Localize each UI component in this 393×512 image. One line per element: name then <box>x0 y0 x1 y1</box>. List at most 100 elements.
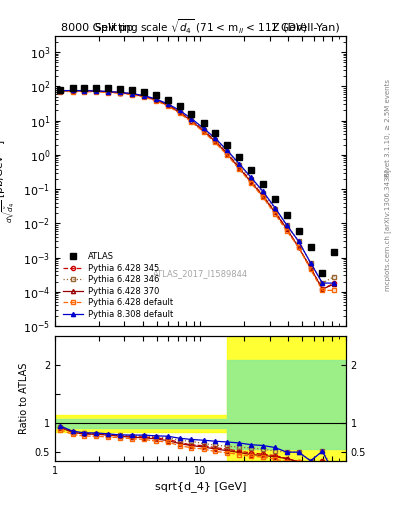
Pythia 6.428 346 <box>82 88 87 94</box>
Pythia 8.308 default <box>213 135 217 141</box>
Line: Pythia 6.428 345: Pythia 6.428 345 <box>59 89 336 291</box>
ATLAS <box>165 97 170 103</box>
Pythia 6.428 default <box>272 211 277 217</box>
ATLAS <box>237 154 241 160</box>
Pythia 6.428 346 <box>141 93 146 99</box>
Pythia 8.308 default <box>320 280 325 286</box>
Pythia 8.308 default <box>177 108 182 114</box>
ATLAS <box>189 111 194 117</box>
Pythia 6.428 default <box>130 92 134 98</box>
Pythia 6.428 345 <box>189 118 194 124</box>
Pythia 6.428 370 <box>82 88 87 94</box>
Pythia 8.308 default <box>332 280 337 286</box>
Pythia 6.428 default <box>189 119 194 125</box>
Pythia 6.428 345 <box>94 88 99 94</box>
Pythia 6.428 370 <box>106 89 110 95</box>
Legend: ATLAS, Pythia 6.428 345, Pythia 6.428 346, Pythia 6.428 370, Pythia 6.428 defaul: ATLAS, Pythia 6.428 345, Pythia 6.428 34… <box>59 249 176 322</box>
Pythia 6.428 345 <box>213 138 217 144</box>
ATLAS <box>58 87 63 93</box>
Pythia 8.308 default <box>225 147 230 154</box>
Pythia 6.428 370 <box>261 193 265 199</box>
Pythia 6.428 default <box>237 166 241 172</box>
Pythia 6.428 345 <box>118 90 122 96</box>
Pythia 8.308 default <box>130 91 134 97</box>
Pythia 6.428 370 <box>141 93 146 99</box>
Pythia 6.428 default <box>94 89 99 95</box>
Pythia 6.428 346 <box>70 88 75 94</box>
Pythia 6.428 default <box>213 139 217 145</box>
Pythia 6.428 345 <box>70 88 75 94</box>
Pythia 6.428 default <box>249 180 253 186</box>
Pythia 6.428 370 <box>225 151 230 157</box>
Pythia 6.428 345 <box>308 265 313 271</box>
Title: Splitting scale $\sqrt{d_4}$ (71 < m$_{ll}$ < 111 GeV): Splitting scale $\sqrt{d_4}$ (71 < m$_{l… <box>94 17 307 36</box>
ATLAS <box>225 141 230 147</box>
Pythia 6.428 default <box>177 110 182 116</box>
ATLAS <box>296 228 301 234</box>
Pythia 8.308 default <box>189 116 194 122</box>
Pythia 6.428 345 <box>177 109 182 115</box>
Pythia 6.428 346 <box>213 137 217 143</box>
Line: Pythia 6.428 370: Pythia 6.428 370 <box>59 89 336 291</box>
Text: Z (Drell-Yan): Z (Drell-Yan) <box>272 23 340 33</box>
Pythia 6.428 345 <box>201 127 206 134</box>
Pythia 6.428 346 <box>320 280 325 286</box>
ATLAS <box>118 86 122 92</box>
Pythia 6.428 370 <box>272 209 277 216</box>
Pythia 6.428 346 <box>285 222 289 228</box>
Line: Pythia 6.428 346: Pythia 6.428 346 <box>59 89 336 285</box>
Pythia 8.308 default <box>106 89 110 95</box>
Pythia 6.428 370 <box>153 97 158 103</box>
Pythia 8.308 default <box>296 238 301 244</box>
Pythia 6.428 default <box>296 244 301 250</box>
Y-axis label: Ratio to ATLAS: Ratio to ATLAS <box>19 363 29 434</box>
Text: Rivet 3.1.10, ≥ 2.5M events: Rivet 3.1.10, ≥ 2.5M events <box>385 79 391 177</box>
Pythia 6.428 370 <box>165 102 170 109</box>
Pythia 6.428 370 <box>70 88 75 94</box>
Pythia 6.428 346 <box>58 88 63 94</box>
Pythia 6.428 370 <box>58 88 63 94</box>
Pythia 6.428 346 <box>106 89 110 95</box>
Pythia 6.428 346 <box>165 101 170 108</box>
Pythia 6.428 346 <box>189 116 194 122</box>
ATLAS <box>82 85 87 91</box>
Pythia 6.428 345 <box>249 178 253 184</box>
Pythia 6.428 345 <box>320 286 325 292</box>
Pythia 8.308 default <box>70 88 75 94</box>
Pythia 6.428 default <box>225 152 230 158</box>
ATLAS <box>308 244 313 250</box>
ATLAS <box>249 167 253 174</box>
Pythia 6.428 346 <box>296 238 301 244</box>
ATLAS <box>177 103 182 109</box>
Text: 8000 GeV pp: 8000 GeV pp <box>61 23 133 33</box>
Pythia 6.428 345 <box>106 89 110 95</box>
Pythia 6.428 default <box>153 98 158 104</box>
Pythia 6.428 370 <box>320 286 325 292</box>
Pythia 6.428 default <box>320 287 325 293</box>
Pythia 6.428 default <box>70 89 75 95</box>
Pythia 8.308 default <box>141 93 146 99</box>
Pythia 6.428 346 <box>237 162 241 168</box>
ATLAS <box>153 92 158 98</box>
Pythia 6.428 370 <box>332 281 337 287</box>
ATLAS <box>201 120 206 126</box>
Pythia 6.428 default <box>118 90 122 96</box>
Pythia 6.428 346 <box>261 190 265 196</box>
Pythia 8.308 default <box>201 125 206 131</box>
Pythia 6.428 370 <box>296 244 301 250</box>
Pythia 8.308 default <box>94 88 99 94</box>
Pythia 6.428 370 <box>189 118 194 124</box>
Pythia 6.428 345 <box>225 151 230 157</box>
Pythia 6.428 370 <box>94 88 99 94</box>
Line: Pythia 6.428 default: Pythia 6.428 default <box>59 90 336 292</box>
Pythia 6.428 default <box>285 228 289 234</box>
Pythia 6.428 345 <box>237 164 241 170</box>
Pythia 6.428 346 <box>332 273 337 280</box>
Pythia 6.428 default <box>308 266 313 272</box>
Y-axis label: $\frac{d\sigma}{d\sqrt{\tilde{d}_4}}$ [pb,GeV$^{-1}$]: $\frac{d\sigma}{d\sqrt{\tilde{d}_4}}$ [p… <box>0 139 17 223</box>
ATLAS <box>213 130 217 136</box>
Pythia 8.308 default <box>118 89 122 95</box>
Pythia 8.308 default <box>82 88 87 94</box>
Text: mcplots.cern.ch [arXiv:1306.3436]: mcplots.cern.ch [arXiv:1306.3436] <box>384 169 391 291</box>
Pythia 6.428 370 <box>308 265 313 271</box>
